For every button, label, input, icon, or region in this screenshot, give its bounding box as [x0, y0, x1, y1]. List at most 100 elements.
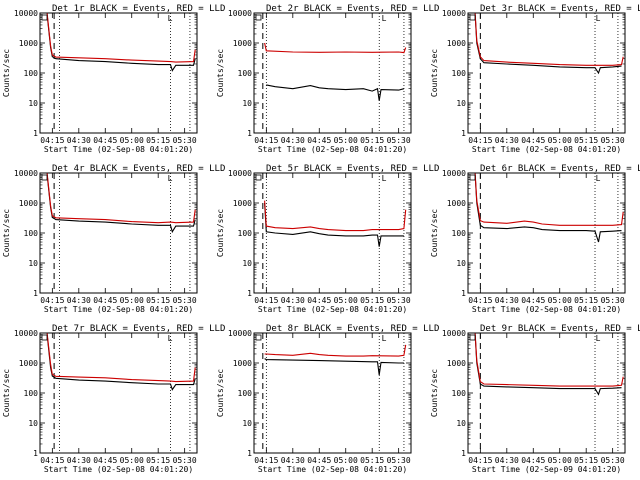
chart-8-frame	[253, 332, 412, 454]
chart-7-series-events	[46, 334, 196, 391]
chart-2-ylabel: Counts/sec	[216, 49, 225, 97]
chart-7-ylabel: Counts/sec	[2, 369, 11, 417]
chart-3-ytick-label: 10	[456, 99, 466, 108]
chart-5-corner-box	[255, 174, 262, 181]
chart-3: Det 3r BLACK = Events, RED = LLD Counts/s…	[430, 4, 640, 154]
chart-6-ytick-label: 1	[461, 289, 466, 298]
chart-8-xtick-label: 05:00	[334, 456, 358, 465]
chart-9-series-lld	[474, 333, 624, 387]
chart-5-ytick-label: 1000	[233, 199, 252, 208]
chart-5-ytick-label: 10	[242, 259, 252, 268]
chart-2-ytick-label: 1	[247, 129, 252, 138]
chart-9-ytick-label: 1000	[447, 359, 466, 368]
chart-1-xtick-label: 05:00	[120, 136, 144, 145]
chart-8-series-lld	[264, 344, 407, 357]
chart-2-xtick-label: 04:45	[307, 136, 331, 145]
chart-8-xtick-label: 04:15	[254, 456, 278, 465]
chart-6-frame	[467, 172, 626, 294]
chart-5-xtick-label: 04:15	[254, 296, 278, 305]
chart-8-xtick-label: 05:15	[360, 456, 384, 465]
chart-8-ytick-label: 1000	[233, 359, 252, 368]
chart-7-ytick-label: 1	[33, 449, 38, 458]
chart-7-title: Det 7r BLACK = Events, RED = LLD	[52, 324, 225, 334]
chart-1-ytick-label: 1000	[19, 39, 38, 48]
chart-9-xtick-label: 04:30	[495, 456, 519, 465]
chart-1-ylabel: Counts/sec	[2, 49, 11, 97]
chart-2-ytick-label: 10	[242, 99, 252, 108]
chart-3-corner-box	[469, 14, 476, 21]
chart-6-title: Det 6r BLACK = Events, RED = LLD	[480, 164, 640, 174]
chart-2-xtick-label: 04:30	[281, 136, 305, 145]
chart-7-xtick-label: 04:15	[40, 456, 64, 465]
chart-1-frame	[39, 12, 198, 134]
chart-3-ytick-label: 1000	[447, 39, 466, 48]
chart-9-xtick-label: 04:15	[468, 456, 492, 465]
chart-2-xlabel: Start Time (02-Sep-08 04:01:20)	[258, 145, 407, 154]
chart-4-xtick-label: 04:45	[93, 296, 117, 305]
chart-1-xtick-label: 04:45	[93, 136, 117, 145]
chart-4-ytick-label: 10	[28, 259, 38, 268]
chart-5-title: Det 5r BLACK = Events, RED = LLD	[266, 164, 439, 174]
chart-1-xtick-label: 04:30	[67, 136, 91, 145]
chart-4-xtick-label: 05:30	[173, 296, 197, 305]
chart-3-series-lld	[474, 13, 624, 66]
chart-3-frame	[467, 12, 626, 134]
chart-6-xtick-label: 04:45	[521, 296, 545, 305]
chart-6-xtick-label: 05:00	[548, 296, 572, 305]
chart-7-ytick-label: 10	[28, 419, 38, 428]
chart-3-ylabel: Counts/sec	[430, 49, 439, 97]
chart-3-xlabel: Start Time (02-Sep-08 04:01:20)	[472, 145, 621, 154]
chart-6-xtick-label: 04:15	[468, 296, 492, 305]
chart-5-xtick-label: 05:00	[334, 296, 358, 305]
chart-7-xlabel: Start Time (02-Sep-08 04:01:20)	[44, 465, 193, 474]
chart-2-frame	[253, 12, 412, 134]
chart-6-ytick-label: 1000	[447, 199, 466, 208]
chart-6-corner-box	[469, 174, 476, 181]
chart-3-title: Det 3r BLACK = Events, RED = LLD	[480, 4, 640, 14]
chart-1-corner-box	[41, 14, 48, 21]
chart-7-series-lld	[46, 333, 196, 383]
chart-8-corner-box	[255, 334, 262, 341]
chart-2-xtick-label: 05:00	[334, 136, 358, 145]
chart-4-xlabel: Start Time (02-Sep-08 04:01:20)	[44, 305, 193, 314]
chart-8-ytick-label: 10000	[228, 329, 252, 338]
chart-4-series-events	[46, 174, 196, 234]
chart-9-ytick-label: 10000	[442, 329, 466, 338]
chart-6-legend-marker: L	[596, 174, 601, 183]
chart-8-legend-marker: L	[382, 334, 387, 343]
chart-9-ytick-label: 10	[456, 419, 466, 428]
chart-7-ytick-label: 1000	[19, 359, 38, 368]
chart-4-title: Det 4r BLACK = Events, RED = LLD	[52, 164, 225, 174]
chart-9-frame	[467, 332, 626, 454]
chart-1-legend-marker: L	[168, 14, 173, 23]
chart-4-xtick-label: 05:00	[120, 296, 144, 305]
chart-4-xtick-label: 05:15	[146, 296, 170, 305]
chart-7-ytick-label: 10000	[14, 329, 38, 338]
chart-4-ylabel: Counts/sec	[2, 209, 11, 257]
chart-1-ytick-label: 100	[24, 69, 39, 78]
chart-7-xtick-label: 05:30	[173, 456, 197, 465]
chart-5-xlabel: Start Time (02-Sep-08 04:01:20)	[258, 305, 407, 314]
chart-5-ytick-label: 10000	[228, 169, 252, 178]
chart-3-xtick-label: 05:15	[574, 136, 598, 145]
chart-9: Det 9r BLACK = Events, RED = LLD Counts/s…	[430, 324, 640, 474]
chart-2-corner-box	[255, 14, 262, 21]
chart-1-ytick-label: 10000	[14, 9, 38, 18]
chart-5-ytick-label: 100	[238, 229, 253, 238]
chart-2-ytick-label: 1000	[233, 39, 252, 48]
chart-7-xtick-label: 04:30	[67, 456, 91, 465]
chart-6-xlabel: Start Time (02-Sep-08 04:01:20)	[472, 305, 621, 314]
chart-2-xtick-label: 04:15	[254, 136, 278, 145]
chart-4-ytick-label: 10000	[14, 169, 38, 178]
chart-8-title: Det 8r BLACK = Events, RED = LLD	[266, 324, 439, 334]
chart-8-xtick-label: 05:30	[387, 456, 411, 465]
chart-3-ytick-label: 100	[452, 69, 467, 78]
chart-7-xtick-label: 05:00	[120, 456, 144, 465]
chart-2-ytick-label: 100	[238, 69, 253, 78]
chart-9-title: Det 9r BLACK = Events, RED = LLD	[480, 324, 640, 334]
chart-5-series-events	[264, 202, 404, 247]
chart-3-xtick-label: 05:00	[548, 136, 572, 145]
chart-3-xtick-label: 04:45	[521, 136, 545, 145]
chart-1-ytick-label: 1	[33, 129, 38, 138]
chart-1: Det 1r BLACK = Events, RED = LLD Counts/s…	[2, 4, 225, 154]
